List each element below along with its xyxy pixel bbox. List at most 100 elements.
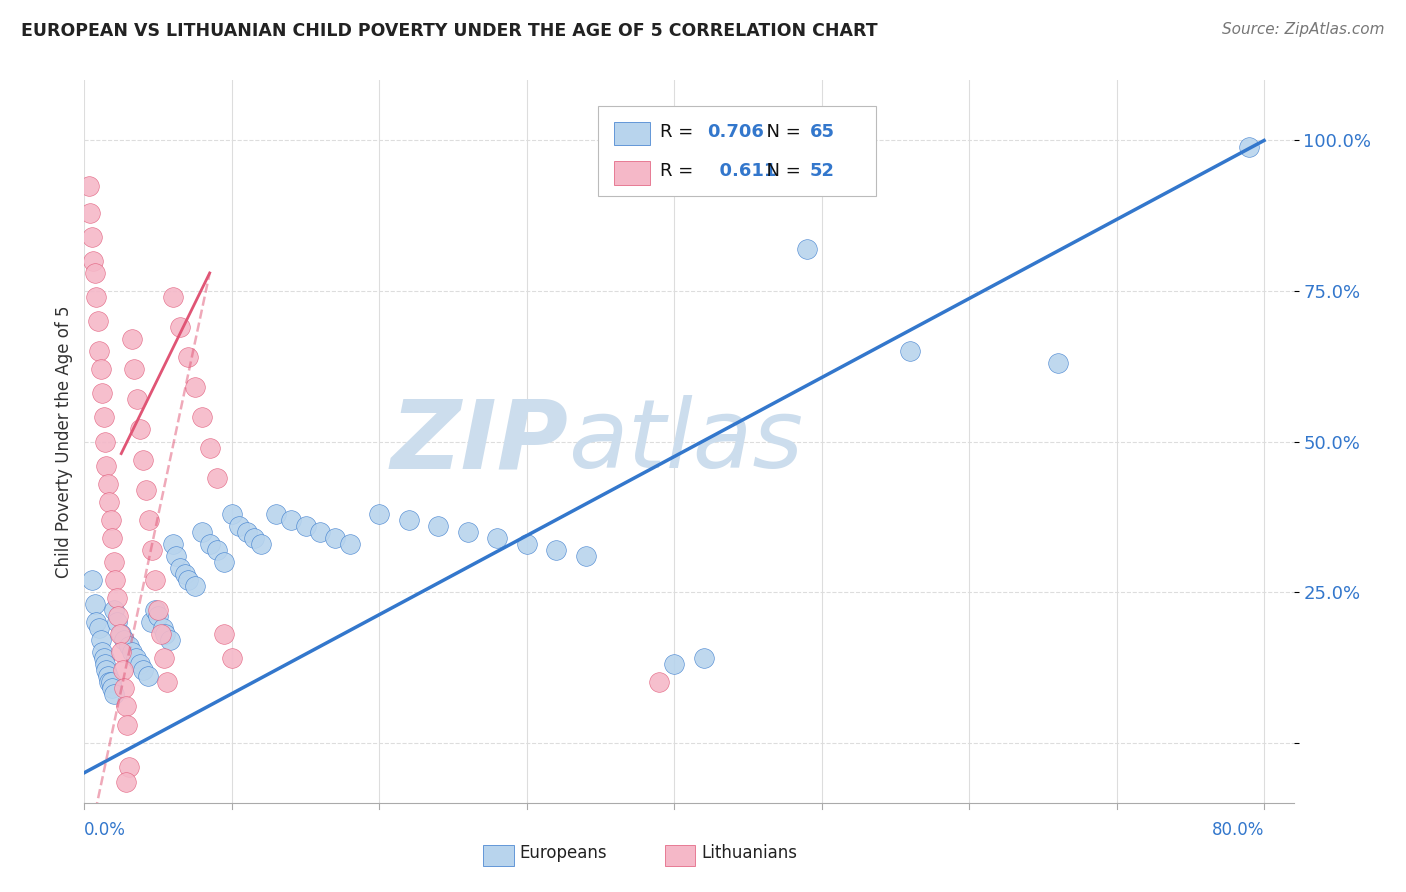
Point	[136, 669, 159, 683]
Point	[692, 651, 714, 665]
Point	[184, 380, 207, 394]
Point	[191, 410, 214, 425]
Text: 80.0%: 80.0%	[1212, 821, 1264, 838]
Point	[121, 645, 143, 659]
Point	[159, 633, 181, 648]
Text: N =: N =	[755, 123, 807, 142]
Point	[156, 675, 179, 690]
Point	[235, 524, 257, 539]
Point	[111, 664, 134, 678]
Point	[294, 519, 316, 533]
Point	[575, 549, 598, 563]
Point	[103, 603, 125, 617]
FancyBboxPatch shape	[599, 105, 876, 196]
Point	[94, 657, 117, 672]
Point	[110, 627, 132, 641]
Point	[150, 627, 173, 641]
Point	[82, 253, 104, 268]
Text: ZIP: ZIP	[389, 395, 568, 488]
Point	[546, 542, 568, 557]
Point	[121, 332, 143, 346]
Text: N =: N =	[755, 162, 807, 180]
Point	[90, 633, 112, 648]
Point	[323, 531, 346, 545]
Point	[114, 774, 136, 789]
Point	[516, 537, 538, 551]
Point	[138, 513, 160, 527]
Point	[97, 669, 120, 683]
Point	[110, 645, 132, 659]
Point	[221, 507, 243, 521]
Point	[184, 579, 207, 593]
Point	[101, 681, 124, 696]
Point	[94, 434, 117, 449]
Point	[87, 621, 110, 635]
Point	[162, 537, 184, 551]
Point	[84, 615, 107, 630]
Point	[146, 609, 169, 624]
Bar	[484, 845, 513, 866]
Text: 0.706: 0.706	[707, 123, 763, 142]
Point	[339, 537, 361, 551]
Point	[214, 555, 236, 569]
Point	[112, 681, 135, 696]
Point	[486, 531, 509, 545]
Point	[309, 524, 332, 539]
Point	[83, 597, 105, 611]
Point	[146, 603, 169, 617]
Point	[143, 573, 166, 587]
Point	[96, 458, 118, 473]
Text: 65: 65	[810, 123, 835, 142]
Point	[104, 573, 127, 587]
Bar	[614, 161, 650, 185]
Point	[398, 513, 420, 527]
Text: 0.611: 0.611	[707, 162, 776, 180]
Point	[155, 627, 177, 641]
Point	[103, 555, 125, 569]
Point	[91, 386, 114, 401]
Point	[143, 603, 166, 617]
Text: Lithuanians: Lithuanians	[702, 845, 797, 863]
Point	[87, 344, 110, 359]
Point	[228, 519, 250, 533]
Point	[205, 471, 228, 485]
Point	[243, 531, 266, 545]
Point	[198, 441, 221, 455]
Point	[280, 513, 302, 527]
Point	[152, 621, 174, 635]
Point	[129, 657, 152, 672]
Point	[165, 549, 187, 563]
Bar	[665, 845, 695, 866]
Text: EUROPEAN VS LITHUANIAN CHILD POVERTY UNDER THE AGE OF 5 CORRELATION CHART: EUROPEAN VS LITHUANIAN CHILD POVERTY UND…	[21, 22, 877, 40]
Text: 0.0%: 0.0%	[84, 821, 127, 838]
Text: R =: R =	[659, 162, 699, 180]
Point	[427, 519, 450, 533]
Point	[1046, 356, 1069, 370]
Point	[176, 350, 198, 364]
Point	[105, 591, 128, 606]
Point	[198, 537, 221, 551]
Point	[127, 392, 149, 407]
Point	[368, 507, 391, 521]
Point	[93, 651, 115, 665]
Point	[80, 230, 103, 244]
Point	[100, 675, 122, 690]
Point	[162, 290, 184, 304]
Point	[132, 452, 155, 467]
Point	[135, 483, 157, 497]
Point	[898, 344, 921, 359]
Point	[83, 266, 105, 280]
Point	[132, 664, 155, 678]
Bar	[614, 121, 650, 145]
Point	[90, 362, 112, 376]
Point	[129, 423, 152, 437]
Y-axis label: Child Poverty Under the Age of 5: Child Poverty Under the Age of 5	[55, 305, 73, 578]
Point	[114, 699, 136, 714]
Text: atlas: atlas	[568, 395, 803, 488]
Point	[98, 675, 121, 690]
Point	[664, 657, 686, 672]
Point	[80, 573, 103, 587]
Point	[176, 573, 198, 587]
Point	[107, 609, 129, 624]
Point	[98, 494, 121, 508]
